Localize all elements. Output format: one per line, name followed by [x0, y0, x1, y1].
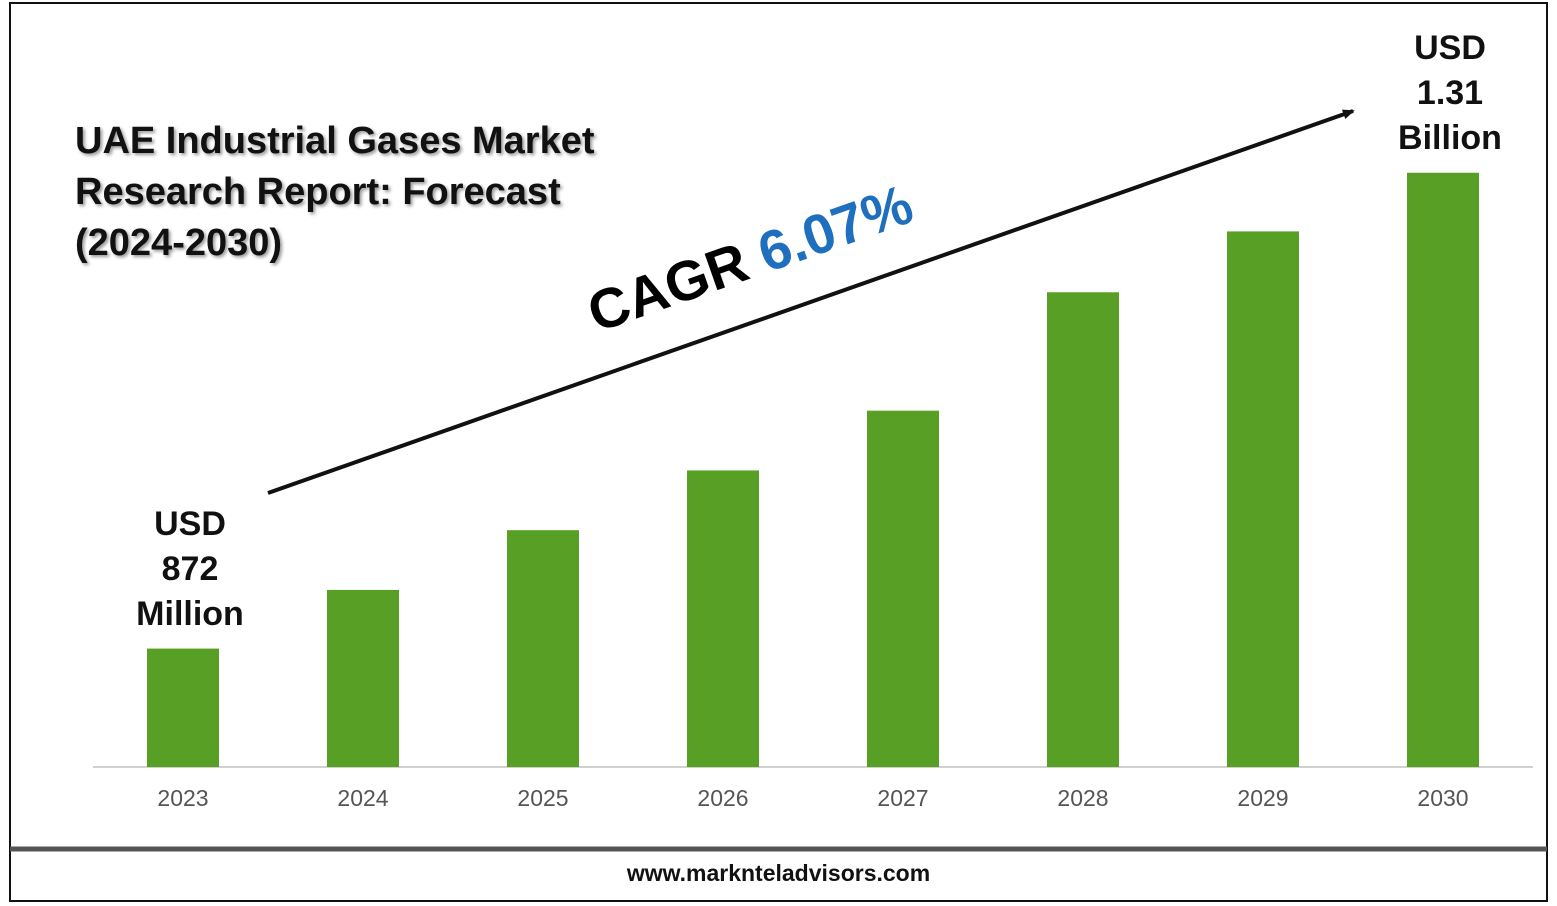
x-tick-label: 2025	[517, 785, 568, 811]
bar	[507, 530, 579, 767]
trend-arrow	[267, 109, 1355, 495]
x-tick-label: 2023	[157, 785, 208, 811]
bar	[867, 410, 939, 767]
x-tick-label: 2024	[337, 785, 388, 811]
bar	[1407, 172, 1479, 767]
value-label: USD 1.31 Billion	[1398, 28, 1502, 157]
bar	[327, 589, 399, 767]
x-tick-label: 2028	[1057, 785, 1108, 811]
bar	[1047, 292, 1119, 767]
x-tick-label: 2027	[877, 785, 928, 811]
bar	[147, 648, 219, 767]
bar	[1227, 231, 1299, 767]
x-tick-label: 2026	[697, 785, 748, 811]
x-tick-label: 2029	[1237, 785, 1288, 811]
x-tick-label: 2030	[1417, 785, 1468, 811]
bar	[687, 470, 759, 767]
frame	[9, 2, 1548, 902]
value-label: USD 872 Million	[136, 504, 244, 633]
chart-title: UAE Industrial Gases Market Research Rep…	[75, 120, 595, 264]
footer: www.marknteladvisors.com	[626, 860, 931, 886]
